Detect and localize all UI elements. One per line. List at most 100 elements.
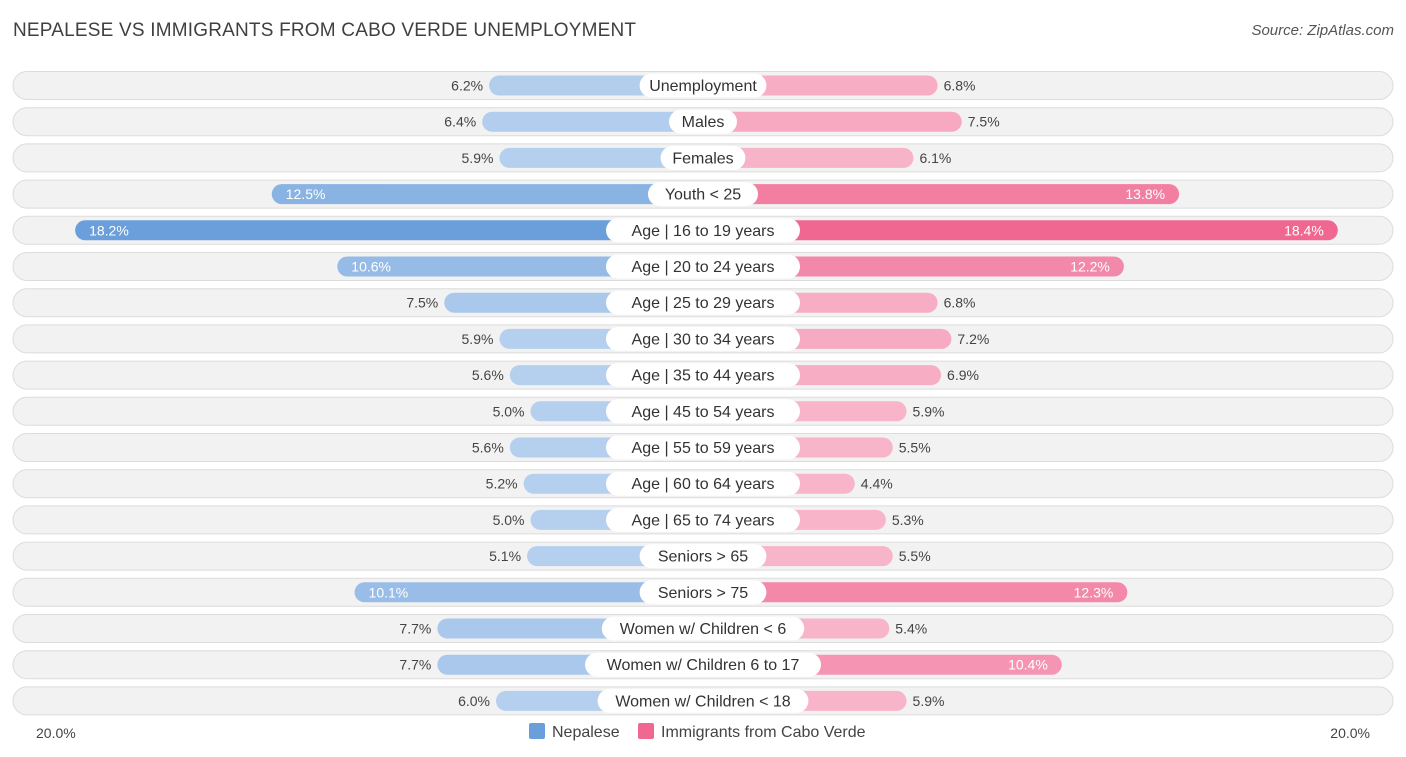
category-label: Age | 30 to 34 years	[632, 331, 775, 348]
value-label-nepalese: 6.4%	[444, 114, 476, 130]
bar-nepalese	[482, 111, 713, 132]
bar-cabo-verde	[693, 256, 1124, 277]
bar-cabo-verde	[693, 184, 1180, 205]
value-label-cabo-verde: 7.2%	[957, 331, 989, 347]
bar-cabo-verde	[693, 147, 914, 168]
chart-row: Females 5.9% 6.1%	[12, 143, 1394, 173]
bar-nepalese	[354, 582, 713, 603]
category-label: Seniors > 75	[658, 585, 748, 602]
bar-cabo-verde	[693, 220, 1338, 241]
chart-row: Males 6.4% 7.5%	[12, 107, 1394, 137]
value-label-nepalese: 7.7%	[399, 657, 431, 673]
bar-nepalese	[271, 184, 713, 205]
chart-title: NEPALESE VS IMMIGRANTS FROM CABO VERDE U…	[13, 20, 637, 41]
category-label-box	[606, 254, 800, 279]
category-label: Age | 65 to 74 years	[632, 512, 775, 529]
category-label-box	[606, 507, 800, 532]
category-label: Women w/ Children < 18	[615, 693, 790, 710]
category-label: Women w/ Children < 6	[620, 621, 787, 638]
chart-row: Age | 30 to 34 years 5.9% 7.2%	[12, 324, 1394, 354]
value-label-nepalese: 7.7%	[399, 621, 431, 637]
category-label-box	[606, 399, 800, 424]
bar-nepalese	[75, 220, 714, 241]
value-label-cabo-verde: 12.3%	[1074, 584, 1114, 600]
value-label-nepalese: 18.2%	[89, 222, 129, 238]
value-label-cabo-verde: 5.5%	[899, 440, 931, 456]
legend-swatch-cabo-verde	[638, 723, 654, 739]
category-label-box	[669, 109, 737, 134]
category-label-box	[606, 218, 800, 243]
category-label-box	[585, 652, 821, 677]
value-label-nepalese: 5.9%	[462, 331, 494, 347]
value-label-cabo-verde: 4.4%	[861, 476, 893, 492]
category-label: Females	[672, 150, 733, 167]
value-label-cabo-verde: 6.8%	[944, 78, 976, 94]
category-label: Women w/ Children 6 to 17	[607, 657, 800, 674]
category-label: Age | 60 to 64 years	[632, 476, 775, 493]
axis-left-label: 20.0%	[36, 725, 76, 741]
legend-label-cabo-verde: Immigrants from Cabo Verde	[661, 724, 866, 741]
value-label-cabo-verde: 6.9%	[947, 367, 979, 383]
value-label-nepalese: 5.1%	[489, 548, 521, 564]
chart-row: Youth < 25 12.5% 13.8%	[12, 179, 1394, 209]
chart-row: Age | 25 to 29 years 7.5% 6.8%	[12, 288, 1394, 318]
value-label-cabo-verde: 5.4%	[895, 621, 927, 637]
value-label-nepalese: 5.2%	[486, 476, 518, 492]
chart-row: Age | 60 to 64 years 5.2% 4.4%	[12, 469, 1394, 499]
value-label-nepalese: 5.0%	[493, 403, 525, 419]
value-label-cabo-verde: 6.8%	[944, 295, 976, 311]
chart-row: Age | 45 to 54 years 5.0% 5.9%	[12, 396, 1394, 426]
value-label-nepalese: 10.6%	[351, 259, 391, 275]
category-label: Unemployment	[649, 78, 757, 95]
value-label-cabo-verde: 5.3%	[892, 512, 924, 528]
bar-cabo-verde	[693, 111, 962, 132]
category-label-box	[660, 145, 746, 170]
category-label-box	[639, 73, 767, 98]
value-label-cabo-verde: 18.4%	[1284, 222, 1324, 238]
category-label-box	[606, 363, 800, 388]
category-label-box	[606, 326, 800, 351]
chart-row: Age | 16 to 19 years 18.2% 18.4%	[12, 215, 1394, 245]
chart-row: Seniors > 65 5.1% 5.5%	[12, 541, 1394, 571]
chart-row: Seniors > 75 10.1% 12.3%	[12, 577, 1394, 607]
bar-nepalese	[499, 147, 713, 168]
chart-row: Women w/ Children < 18 6.0% 5.9%	[12, 686, 1394, 716]
category-label: Youth < 25	[665, 187, 741, 204]
category-label-box	[639, 544, 767, 569]
legend-swatch-nepalese	[529, 723, 545, 739]
category-label: Age | 45 to 54 years	[632, 404, 775, 421]
chart-row: Age | 55 to 59 years 5.6% 5.5%	[12, 433, 1394, 462]
value-label-cabo-verde: 12.2%	[1070, 259, 1110, 275]
value-label-nepalese: 5.0%	[493, 512, 525, 528]
value-label-nepalese: 6.0%	[458, 693, 490, 709]
category-label-box	[606, 435, 800, 460]
bar-cabo-verde	[693, 582, 1128, 603]
value-label-cabo-verde: 5.9%	[913, 403, 945, 419]
category-label: Age | 25 to 29 years	[632, 295, 775, 312]
category-label-box	[639, 580, 767, 605]
value-label-nepalese: 12.5%	[286, 186, 326, 202]
chart-row: Unemployment 6.2% 6.8%	[12, 71, 1394, 100]
category-label: Age | 55 to 59 years	[632, 440, 775, 457]
category-label: Age | 35 to 44 years	[632, 368, 775, 385]
value-label-cabo-verde: 13.8%	[1125, 186, 1165, 202]
value-label-cabo-verde: 6.1%	[919, 150, 951, 166]
category-label-box	[648, 182, 758, 207]
value-label-nepalese: 7.5%	[406, 295, 438, 311]
value-label-cabo-verde: 5.5%	[899, 548, 931, 564]
value-label-cabo-verde: 10.4%	[1008, 657, 1048, 673]
chart-row: Age | 65 to 74 years 5.0% 5.3%	[12, 505, 1394, 535]
category-label-box	[597, 688, 809, 713]
legend: Nepalese Immigrants from Cabo Verde	[529, 723, 866, 741]
category-label: Males	[682, 114, 725, 131]
category-label-box	[601, 616, 805, 641]
axis-right-label: 20.0%	[1330, 725, 1370, 741]
chart-row: Women w/ Children 6 to 17 7.7% 10.4%	[12, 650, 1394, 680]
chart-source: Source: ZipAtlas.com	[1251, 22, 1394, 39]
category-label: Seniors > 65	[658, 549, 748, 566]
value-label-nepalese: 5.9%	[462, 150, 494, 166]
chart-row: Age | 35 to 44 years 5.6% 6.9%	[12, 360, 1394, 390]
value-label-cabo-verde: 5.9%	[913, 693, 945, 709]
category-label: Age | 16 to 19 years	[632, 223, 775, 240]
